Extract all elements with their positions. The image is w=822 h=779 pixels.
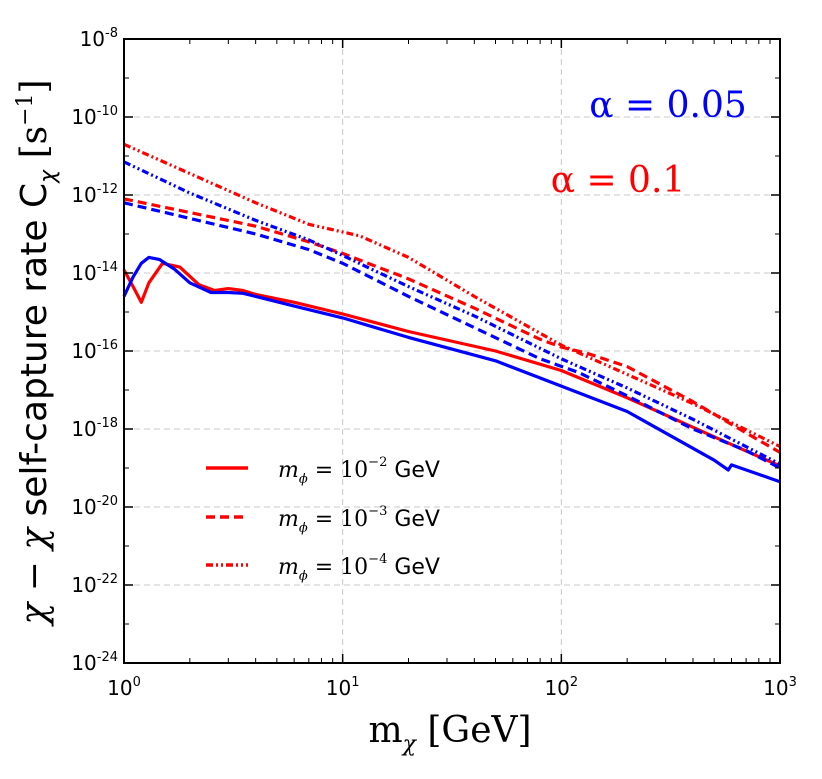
series-layer xyxy=(122,142,781,484)
y-tick-label: 10-14 xyxy=(71,260,118,285)
grid xyxy=(124,39,780,663)
series-line-3 xyxy=(123,197,781,454)
series-line-1 xyxy=(122,261,781,468)
x-tick-label: 102 xyxy=(544,675,578,700)
x-axis-label: mχ [GeV] xyxy=(368,710,531,757)
y-tick-label: 10-20 xyxy=(71,494,118,519)
annotation-alpha-005: α = 0.05 xyxy=(589,85,747,126)
series-line-4 xyxy=(123,201,781,470)
ticks: 100 101 102 103 10-8 10-10 10-12 10-14 10-16 10-1… xyxy=(71,26,797,700)
legend-label-3: mϕ = 10−4 GeV xyxy=(278,552,440,584)
y-tick-label: 10-24 xyxy=(71,650,118,675)
plot-frame xyxy=(123,38,781,664)
x-tick-label: 103 xyxy=(763,675,797,700)
y-tick-label: 10-8 xyxy=(80,26,118,51)
series-line-6 xyxy=(123,160,781,466)
series-line-2 xyxy=(122,255,781,484)
y-tick-label: 10-22 xyxy=(71,572,118,597)
series-line-5 xyxy=(123,142,781,448)
x-tick-label: 100 xyxy=(107,675,141,700)
legend-label-1: mϕ = 10−2 GeV xyxy=(278,455,440,487)
legend: mϕ = 10−2 GeV mϕ = 10−3 GeV mϕ = 10−4 Ge… xyxy=(206,455,440,584)
legend-label-2: mϕ = 10−3 GeV xyxy=(278,504,440,536)
x-tick-label: 101 xyxy=(326,675,360,700)
y-tick-label: 10-10 xyxy=(71,104,118,129)
y-tick-label: 10-18 xyxy=(71,416,118,441)
y-tick-label: 10-12 xyxy=(71,182,118,207)
y-tick-label: 10-16 xyxy=(71,338,118,363)
y-axis-label: χ − χ self-capture rate Cχ [s−1] xyxy=(13,79,61,627)
annotation-alpha-01: α = 0.1 xyxy=(551,160,686,201)
